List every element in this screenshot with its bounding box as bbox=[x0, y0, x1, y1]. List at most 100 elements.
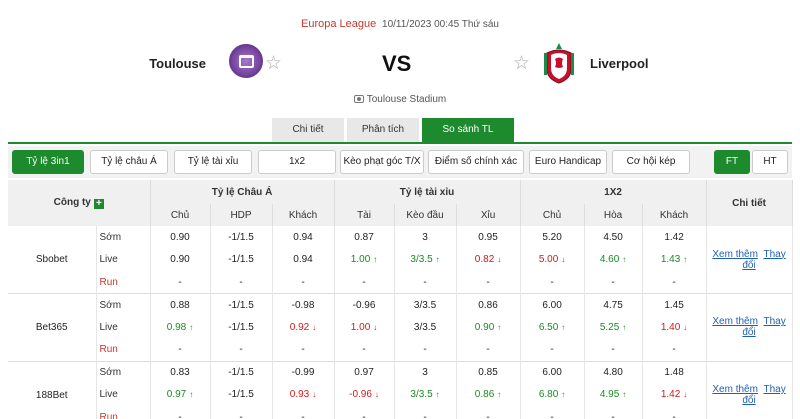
company-name[interactable]: Sbobet bbox=[8, 226, 97, 294]
odds-cell[interactable]: 4.95 ↑ bbox=[584, 383, 643, 406]
odds-cell[interactable]: 3/3.5 bbox=[394, 293, 457, 316]
changes-link[interactable]: Thay đổi bbox=[742, 384, 786, 406]
odds-cell[interactable]: - bbox=[520, 406, 585, 419]
odds-cell[interactable]: - bbox=[456, 271, 521, 294]
odds-cell[interactable]: - bbox=[334, 271, 395, 294]
view-more-link[interactable]: Xem thêm bbox=[712, 384, 758, 395]
odds-cell[interactable]: 1.40 ↓ bbox=[642, 316, 707, 339]
favorite-away-star-icon[interactable]: ☆ bbox=[513, 53, 531, 74]
odds-cell[interactable]: 0.94 bbox=[272, 248, 335, 271]
filter-asian-button[interactable]: Tỷ lệ châu Á bbox=[90, 150, 168, 174]
halftime-toggle[interactable]: HT bbox=[752, 150, 788, 174]
odds-cell[interactable]: - bbox=[334, 338, 395, 361]
odds-cell[interactable]: - bbox=[210, 271, 273, 294]
odds-cell[interactable]: 0.97 bbox=[334, 360, 395, 384]
changes-link[interactable]: Thay đổi bbox=[742, 248, 786, 271]
filter-double-chance-button[interactable]: Cơ hội kép bbox=[612, 150, 690, 174]
odds-cell[interactable]: 3/3.5 bbox=[394, 316, 457, 339]
odds-cell[interactable]: 4.60 ↑ bbox=[584, 248, 643, 271]
odds-cell[interactable]: 3 bbox=[394, 226, 457, 249]
odds-cell[interactable]: -1/1.5 bbox=[210, 383, 273, 406]
odds-cell[interactable]: - bbox=[394, 338, 457, 361]
odds-cell[interactable]: 3 bbox=[394, 360, 457, 384]
odds-cell[interactable]: - bbox=[584, 338, 643, 361]
view-more-link[interactable]: Xem thêm bbox=[712, 316, 758, 328]
favorite-home-star-icon[interactable]: ☆ bbox=[265, 53, 283, 74]
odds-cell[interactable]: 6.00 bbox=[520, 293, 585, 316]
odds-cell[interactable]: 0.97 ↑ bbox=[150, 383, 211, 406]
odds-cell[interactable]: 4.75 bbox=[584, 293, 643, 316]
company-name[interactable]: 188Bet bbox=[8, 360, 97, 419]
odds-cell[interactable]: 1.45 bbox=[642, 293, 707, 316]
odds-cell[interactable]: 0.87 bbox=[334, 226, 395, 249]
away-team-name[interactable]: Liverpool bbox=[590, 56, 649, 71]
odds-cell[interactable]: 1.00 ↑ bbox=[334, 248, 395, 271]
odds-cell[interactable]: - bbox=[150, 338, 211, 361]
odds-cell[interactable]: 6.00 bbox=[520, 360, 585, 384]
odds-cell[interactable]: - bbox=[210, 338, 273, 361]
odds-cell[interactable]: -0.98 bbox=[272, 293, 335, 316]
odds-cell[interactable]: 1.43 ↑ bbox=[642, 248, 707, 271]
odds-cell[interactable]: 5.20 bbox=[520, 226, 585, 249]
odds-cell[interactable]: - bbox=[334, 406, 395, 419]
odds-cell[interactable]: -1/1.5 bbox=[210, 248, 273, 271]
odds-cell[interactable]: - bbox=[210, 406, 273, 419]
changes-link[interactable]: Thay đổi bbox=[742, 316, 786, 339]
home-team-name[interactable]: Toulouse bbox=[149, 56, 206, 71]
odds-cell[interactable]: - bbox=[584, 406, 643, 419]
odds-cell[interactable]: 0.90 bbox=[150, 248, 211, 271]
odds-cell[interactable]: -0.96 bbox=[334, 293, 395, 316]
odds-cell[interactable]: 0.82 ↓ bbox=[456, 248, 521, 271]
odds-cell[interactable]: -0.96 ↓ bbox=[334, 383, 395, 406]
odds-cell[interactable]: - bbox=[642, 406, 707, 419]
odds-cell[interactable]: 1.00 ↓ bbox=[334, 316, 395, 339]
fulltime-toggle[interactable]: FT bbox=[714, 150, 750, 174]
home-team-logo[interactable] bbox=[229, 44, 263, 78]
odds-cell[interactable]: - bbox=[642, 338, 707, 361]
tab-analysis[interactable]: Phân tích bbox=[347, 118, 419, 142]
odds-cell[interactable]: -1/1.5 bbox=[210, 293, 273, 316]
odds-cell[interactable]: 5.25 ↑ bbox=[584, 316, 643, 339]
odds-cell[interactable]: 0.95 bbox=[456, 226, 521, 249]
odds-cell[interactable]: -0.99 bbox=[272, 360, 335, 384]
tab-details[interactable]: Chi tiết bbox=[272, 118, 344, 142]
odds-cell[interactable]: 0.85 bbox=[456, 360, 521, 384]
odds-cell[interactable]: 0.93 ↓ bbox=[272, 383, 335, 406]
filter-over-under-button[interactable]: Tỷ lệ tài xỉu bbox=[174, 150, 252, 174]
odds-cell[interactable]: - bbox=[150, 406, 211, 419]
odds-cell[interactable]: - bbox=[272, 271, 335, 294]
odds-cell[interactable]: 0.86 bbox=[456, 293, 521, 316]
odds-cell[interactable]: -1/1.5 bbox=[210, 360, 273, 384]
odds-cell[interactable]: 1.42 ↓ bbox=[642, 383, 707, 406]
odds-cell[interactable]: 0.86 ↑ bbox=[456, 383, 521, 406]
odds-cell[interactable]: - bbox=[584, 271, 643, 294]
odds-cell[interactable]: - bbox=[520, 271, 585, 294]
away-team-logo[interactable] bbox=[542, 41, 576, 85]
odds-cell[interactable]: 6.50 ↑ bbox=[520, 316, 585, 339]
odds-cell[interactable]: 0.92 ↓ bbox=[272, 316, 335, 339]
odds-cell[interactable]: 5.00 ↓ bbox=[520, 248, 585, 271]
odds-cell[interactable]: 0.90 ↑ bbox=[456, 316, 521, 339]
odds-cell[interactable]: -1/1.5 bbox=[210, 226, 273, 249]
add-company-plus-icon[interactable]: + bbox=[93, 199, 104, 209]
odds-cell[interactable]: 6.80 ↑ bbox=[520, 383, 585, 406]
odds-cell[interactable]: - bbox=[150, 271, 211, 294]
odds-cell[interactable]: 4.80 bbox=[584, 360, 643, 384]
odds-cell[interactable]: - bbox=[394, 406, 457, 419]
filter-correct-score-button[interactable]: Điểm số chính xác bbox=[428, 150, 524, 174]
filter-1x2-button[interactable]: 1x2 bbox=[258, 150, 336, 174]
odds-cell[interactable]: 0.98 ↑ bbox=[150, 316, 211, 339]
filter-euro-handicap-button[interactable]: Euro Handicap bbox=[529, 150, 607, 174]
company-name[interactable]: Bet365 bbox=[8, 293, 97, 361]
odds-cell[interactable]: 0.88 bbox=[150, 293, 211, 316]
odds-cell[interactable]: 0.90 bbox=[150, 226, 211, 249]
view-more-link[interactable]: Xem thêm bbox=[712, 248, 758, 260]
odds-cell[interactable]: 1.48 bbox=[642, 360, 707, 384]
odds-cell[interactable]: 0.94 bbox=[272, 226, 335, 249]
odds-cell[interactable]: - bbox=[456, 406, 521, 419]
odds-cell[interactable]: 4.50 bbox=[584, 226, 643, 249]
filter-corner-button[interactable]: Kèo phạt góc T/X bbox=[340, 150, 424, 174]
odds-cell[interactable]: - bbox=[456, 338, 521, 361]
tab-odds-compare[interactable]: So sánh TL bbox=[422, 118, 514, 142]
odds-cell[interactable]: 0.83 bbox=[150, 360, 211, 384]
